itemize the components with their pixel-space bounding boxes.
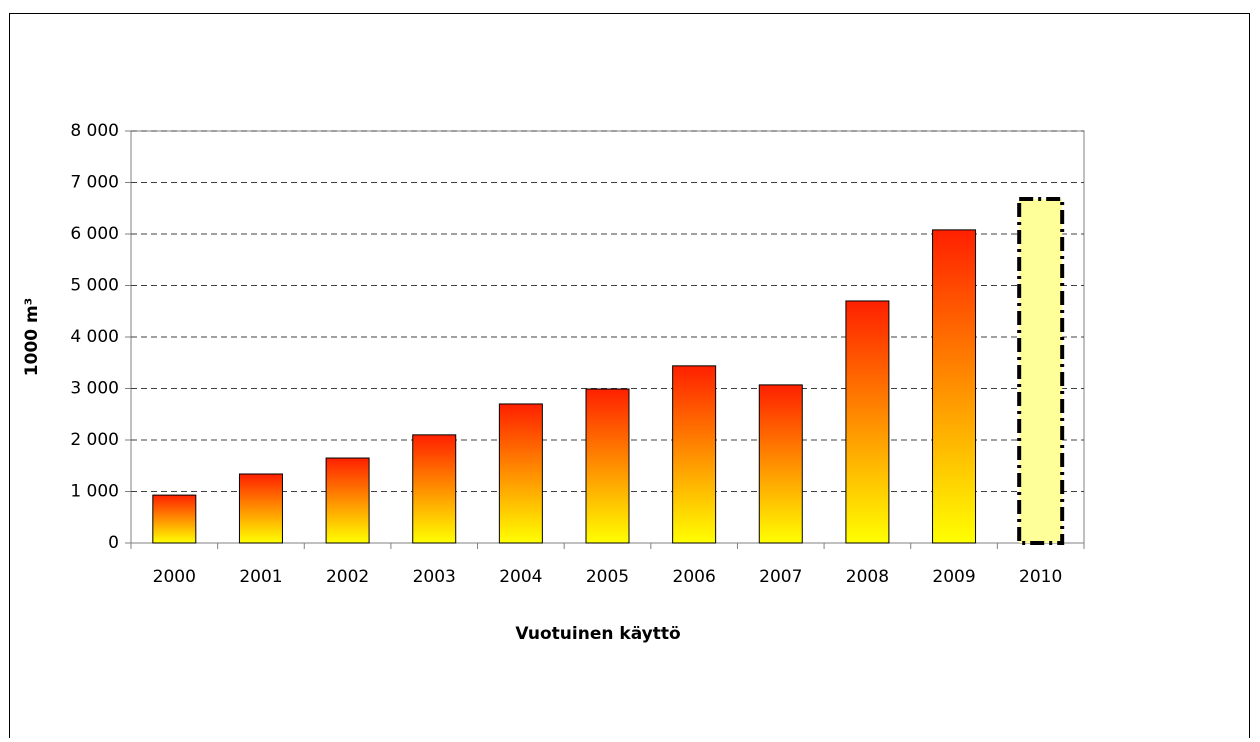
x-tick-label: 2005 (586, 567, 629, 587)
y-tick-label: 1 000 (70, 482, 119, 502)
y-tick-label: 7 000 (70, 173, 119, 193)
bar (412, 434, 457, 544)
y-tick-label: 5 000 (70, 276, 119, 296)
x-tick-label: 2002 (326, 567, 369, 587)
x-tick-label: 2001 (239, 567, 282, 587)
x-tick-label: 2008 (846, 567, 889, 587)
y-tick-label: 4 000 (70, 327, 119, 347)
bar (498, 403, 543, 544)
bar (758, 384, 803, 544)
bar (845, 300, 890, 544)
bar (585, 388, 630, 544)
bar (932, 229, 977, 544)
x-tick-label: 2004 (499, 567, 542, 587)
x-tick-label: 2010 (1019, 567, 1062, 587)
x-tick-label: 2007 (759, 567, 802, 587)
bar (325, 457, 370, 544)
y-axis-label: 1000 m³ (22, 298, 42, 376)
y-tick-label: 8 000 (70, 121, 119, 141)
bar (1017, 196, 1065, 545)
bar (672, 365, 717, 544)
x-tick-label: 2009 (932, 567, 975, 587)
x-tick-label: 2003 (413, 567, 456, 587)
bar (152, 494, 197, 544)
y-tick-label: 2 000 (70, 430, 119, 450)
y-tick-label: 0 (108, 533, 119, 553)
bar (238, 473, 283, 544)
x-tick-label: 2006 (673, 567, 716, 587)
y-tick-label: 3 000 (70, 379, 119, 399)
y-tick-label: 6 000 (70, 224, 119, 244)
x-axis-label: Vuotuinen käyttö (515, 624, 680, 644)
x-tick-label: 2000 (153, 567, 196, 587)
